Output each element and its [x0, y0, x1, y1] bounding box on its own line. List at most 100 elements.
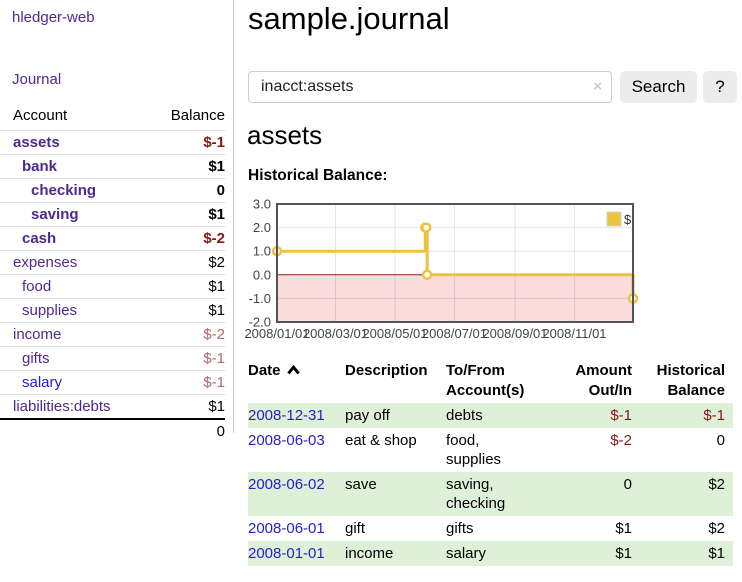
- sidebar: hledger-web Journal Account Balance asse…: [0, 0, 234, 443]
- register-row: 2008-06-02 save saving, checking 0 $2: [248, 472, 733, 516]
- transaction-description: gift: [345, 520, 366, 537]
- register-row: 2008-01-01 income salary $1 $1: [248, 541, 733, 566]
- chart-border: [276, 203, 634, 323]
- transaction-description: income: [345, 545, 394, 562]
- legend-label: $: [624, 212, 632, 227]
- account-heading: assets: [247, 120, 323, 150]
- y-tick-label: 2.0: [253, 220, 271, 235]
- account-link[interactable]: liabilities:debts: [13, 398, 111, 415]
- negative-region: [277, 274, 633, 322]
- register-header-description: Description: [345, 362, 428, 379]
- account-link[interactable]: assets: [13, 134, 60, 151]
- account-row: income $-2: [0, 322, 225, 347]
- register-header-accounts: To/From Account(s): [446, 362, 525, 399]
- data-point-marker: [420, 222, 432, 233]
- register-header-date[interactable]: Date: [248, 359, 345, 403]
- account-link[interactable]: expenses: [13, 254, 78, 271]
- transaction-balance: $2: [708, 476, 725, 493]
- account-link[interactable]: gifts: [22, 350, 50, 367]
- transaction-date-link[interactable]: 2008-06-03: [248, 432, 325, 449]
- account-link[interactable]: bank: [22, 158, 58, 175]
- accounts-table-header-row: Account Balance: [0, 103, 225, 131]
- x-tick-label: 2008/11/01: [542, 326, 606, 341]
- transaction-amount: $1: [615, 520, 632, 537]
- account-row: expenses $2: [0, 250, 225, 275]
- account-link[interactable]: checking: [31, 182, 97, 199]
- transaction-balance: $2: [708, 520, 725, 537]
- account-balance: $-2: [150, 226, 225, 251]
- help-button[interactable]: ?: [703, 71, 737, 103]
- account-row: food $1: [0, 274, 225, 299]
- transaction-accounts: debts: [446, 407, 483, 424]
- account-row: saving $1: [0, 202, 225, 227]
- page-title: sample.journal: [248, 1, 450, 36]
- account-balance: $-2: [150, 322, 225, 347]
- transaction-description: save: [345, 476, 377, 493]
- search-input[interactable]: [248, 71, 612, 103]
- register-row: 2008-06-03 eat & shop food, supplies $-2 0: [248, 428, 733, 472]
- y-tick-label: -1.0: [249, 291, 271, 306]
- x-tick-label: 2008/01/01: [244, 326, 309, 341]
- account-row: supplies $1: [0, 298, 225, 323]
- clear-search-icon[interactable]: ×: [593, 78, 602, 95]
- account-link[interactable]: food: [22, 278, 52, 295]
- account-balance: $1: [150, 154, 225, 179]
- transaction-accounts: food, supplies: [446, 432, 502, 468]
- transaction-balance: $1: [708, 545, 725, 562]
- transaction-date-link[interactable]: 2008-06-02: [248, 476, 325, 493]
- sidebar-item-journal[interactable]: Journal: [12, 71, 62, 88]
- account-link[interactable]: salary: [22, 374, 63, 391]
- app-title-link[interactable]: hledger-web: [12, 9, 95, 26]
- accounts-header-account: Account: [13, 107, 68, 124]
- account-row: liabilities:debts $1: [0, 394, 225, 419]
- account-link[interactable]: cash: [22, 230, 57, 247]
- historical-balance-chart: 3.0 2.0 1.0 0.0 -1.0 -2.02008/01/012008/03/01…: [244, 197, 639, 341]
- x-tick-label: 2008/07/01: [422, 326, 487, 341]
- transaction-date-link[interactable]: 2008-12-31: [248, 407, 325, 424]
- account-balance: $-1: [150, 346, 225, 371]
- account-row: assets $-1: [0, 130, 225, 155]
- search-button[interactable]: Search: [620, 71, 697, 103]
- account-row: salary $-1: [0, 370, 225, 395]
- search-form: ×: [248, 71, 612, 103]
- register-header-balance: Historical Balance: [656, 362, 725, 399]
- register-header-amount: Amount Out/In: [575, 362, 632, 399]
- account-link[interactable]: income: [13, 326, 62, 343]
- y-tick-label: 0.0: [253, 267, 271, 282]
- sort-ascending-icon: [286, 364, 300, 375]
- register-row: 2008-12-31 pay off debts $-1 $-1: [248, 403, 733, 428]
- accounts-total-value: 0: [150, 418, 225, 443]
- y-tick-label: -2.0: [249, 315, 271, 330]
- transaction-balance: $-1: [703, 407, 725, 424]
- transaction-amount: $-1: [610, 407, 632, 424]
- account-balance: $1: [150, 394, 225, 419]
- account-balance: $2: [150, 250, 225, 275]
- transaction-accounts: saving, checking: [446, 476, 506, 512]
- legend-swatch: [606, 211, 622, 227]
- x-tick-label: 2008/09/01: [482, 326, 547, 341]
- account-balance: $1: [150, 202, 225, 227]
- x-tick-label: 2008/03/01: [303, 326, 368, 341]
- transaction-amount: 0: [623, 476, 632, 493]
- transaction-amount: $1: [615, 545, 632, 562]
- y-tick-label: 3.0: [253, 197, 271, 212]
- transaction-description: eat & shop: [345, 432, 417, 449]
- account-link[interactable]: supplies: [22, 302, 78, 319]
- transaction-balance: 0: [716, 432, 725, 449]
- transaction-date-link[interactable]: 2008-06-01: [248, 520, 325, 537]
- account-row: checking 0: [0, 178, 225, 203]
- data-point-marker: [421, 269, 433, 281]
- account-balance: $1: [150, 274, 225, 299]
- transaction-date-link[interactable]: 2008-01-01: [248, 545, 325, 562]
- transaction-accounts: gifts: [446, 520, 474, 537]
- transaction-accounts: salary: [446, 545, 487, 562]
- register-table: Date Description To/From Account(s) Amou…: [248, 359, 733, 566]
- account-row: gifts $-1: [0, 346, 225, 371]
- account-row: cash $-2: [0, 226, 225, 251]
- account-balance: $-1: [150, 370, 225, 395]
- accounts-total-row: 0: [0, 418, 225, 443]
- account-link[interactable]: saving: [31, 206, 79, 223]
- account-balance: $1: [150, 298, 225, 323]
- account-row: bank $1: [0, 154, 225, 179]
- account-balance: $-1: [150, 130, 225, 155]
